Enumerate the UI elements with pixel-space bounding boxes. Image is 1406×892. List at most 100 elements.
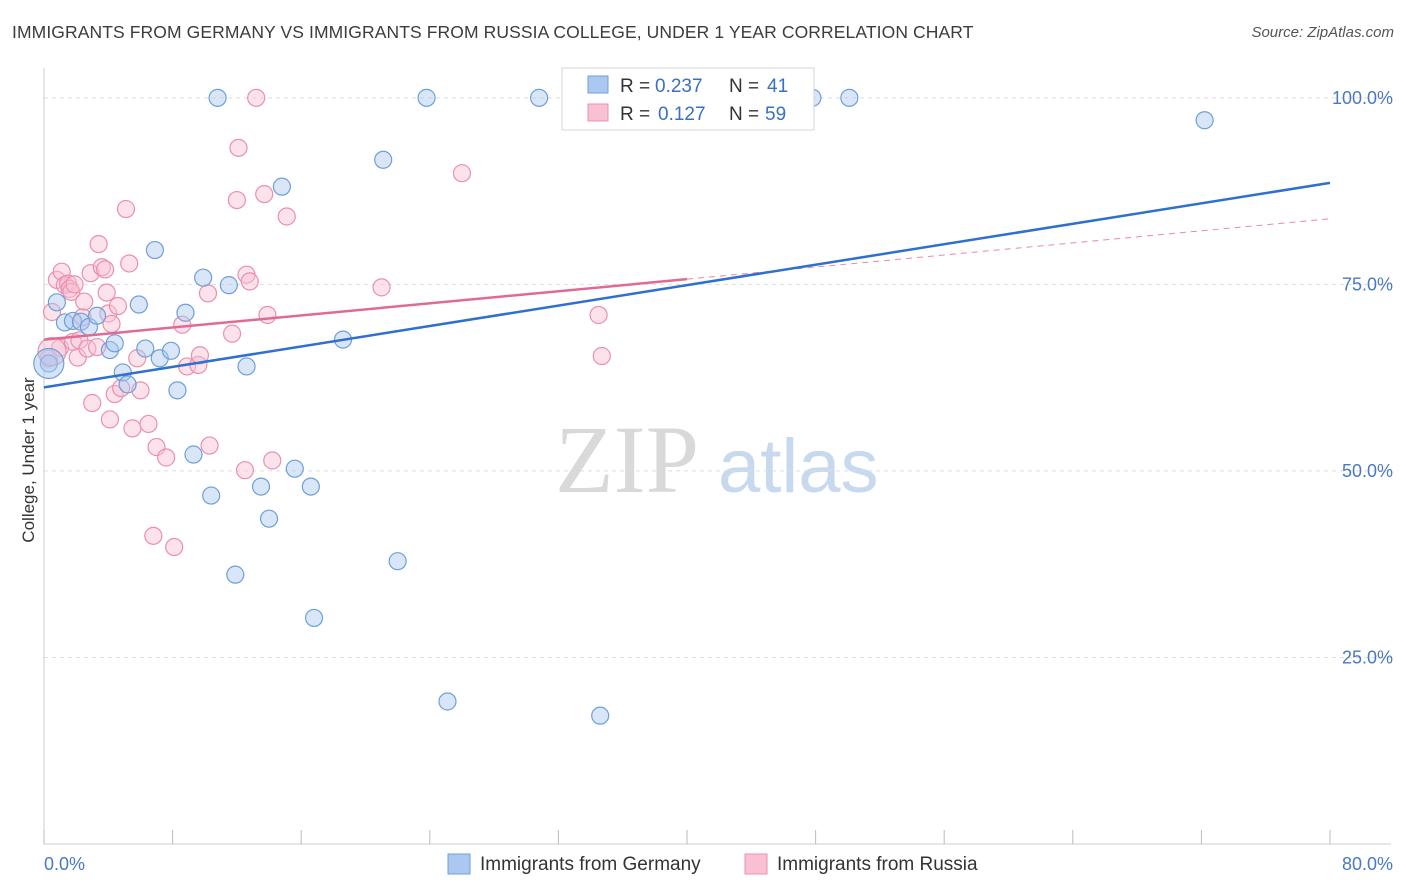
y-tick-label: 100.0% [1332,88,1393,108]
legend-n-value-germany: 41 [767,76,788,97]
russia-point [120,254,139,273]
germany-point [105,334,124,353]
watermark-atlas: atlas [718,424,879,509]
russia-point [452,164,472,183]
russia-point [144,526,163,545]
germany-point [301,477,320,496]
germany-point-cluster [33,347,65,380]
germany-point [226,565,245,584]
legend-n-value-russia: 59 [765,104,786,125]
germany-point [129,295,148,314]
germany-point [374,150,393,169]
russia-point [258,305,277,325]
germany-point [194,268,213,287]
germany-point [388,552,407,571]
legend-r-label-germany: R = [620,76,650,97]
germany-point [304,608,324,628]
russia-point [83,393,102,413]
legend-n-label-germany: N = [729,76,759,97]
y-tick-label: 50.0% [1342,461,1393,481]
x-tick-label-min: 0.0% [44,854,85,874]
legend-r-label-russia: R = [620,104,650,125]
legend-n-label-russia: N = [729,104,759,125]
y-axis-title: College, Under 1 year [19,377,38,543]
germany-point [202,486,221,505]
germany-point [591,706,610,725]
germany-point [530,88,549,107]
germany-point [417,88,436,107]
chart-title: IMMIGRANTS FROM GERMANY VS IMMIGRANTS FR… [12,22,974,42]
watermark-zip: ZIP [555,406,699,513]
russia-point [227,190,246,210]
bottom-legend-swatch-germany [447,853,471,875]
germany-point [251,477,271,496]
russia-point [229,138,248,157]
russia-point [592,346,611,366]
russia-point [89,234,108,254]
legend-swatch-germany [587,75,609,94]
germany-trend-line [43,181,1331,389]
russia-trend-extension [686,218,1331,280]
russia-trend-line [43,277,688,341]
russia-point [92,258,111,277]
russia-point [222,324,242,343]
russia-point [95,260,115,279]
germany-point [161,341,181,360]
germany-point [118,375,137,394]
legend-swatch-russia [587,103,609,122]
russia-point [81,264,100,283]
russia-points [37,88,611,557]
germany-point [237,357,256,376]
russia-point [247,88,266,107]
germany-point [47,293,66,312]
russia-point [263,451,282,470]
legend-box: R = 0.237 N = 41 R = 0.127 N = 59 [561,67,815,131]
russia-point [165,537,184,557]
germany-point [168,381,187,400]
axis-layer [43,68,1391,845]
germany-point [272,177,292,196]
russia-point [42,302,62,322]
russia-point [200,436,219,455]
germany-point [1195,111,1214,130]
germany-point [438,692,457,711]
russia-point [240,272,259,291]
germany-point [184,445,203,464]
russia-point [372,278,391,297]
germany-point [136,339,155,358]
germany-point [840,88,859,107]
germany-point [208,88,227,107]
russia-point [75,292,94,311]
germany-point [176,303,195,322]
russia-point [123,419,142,438]
russia-point [108,296,128,316]
trend-lines [43,181,1331,389]
germany-point [285,459,304,478]
germany-point [219,276,238,295]
russia-point [589,305,608,325]
russia-point [99,304,118,323]
germany-point [87,306,107,325]
russia-point [97,283,116,302]
legend-r-value-germany: 0.237 [655,76,703,97]
legend-r-value-russia: 0.127 [658,104,706,125]
y-tick-labels: 100.0% 75.0% 50.0% 25.0% [1332,88,1393,668]
russia-point [235,461,255,480]
russia-point [255,185,274,204]
russia-point [100,410,120,429]
russia-point [198,284,218,303]
russia-point [65,275,84,294]
russia-point [139,414,158,434]
germany-point [145,240,165,260]
bottom-legend-swatch-russia [744,853,768,875]
x-tick-label-max: 80.0% [1342,854,1393,874]
grid-layer [44,97,1391,658]
chart-source: Source: ZipAtlas.com [1251,24,1394,41]
bottom-legend-label-germany: Immigrants from Germany [480,854,701,875]
russia-point [157,448,176,467]
y-tick-label: 75.0% [1342,274,1393,294]
russia-point [277,207,296,226]
bottom-legend: Immigrants from Germany Immigrants from … [447,853,978,875]
bottom-legend-label-russia: Immigrants from Russia [777,854,978,875]
